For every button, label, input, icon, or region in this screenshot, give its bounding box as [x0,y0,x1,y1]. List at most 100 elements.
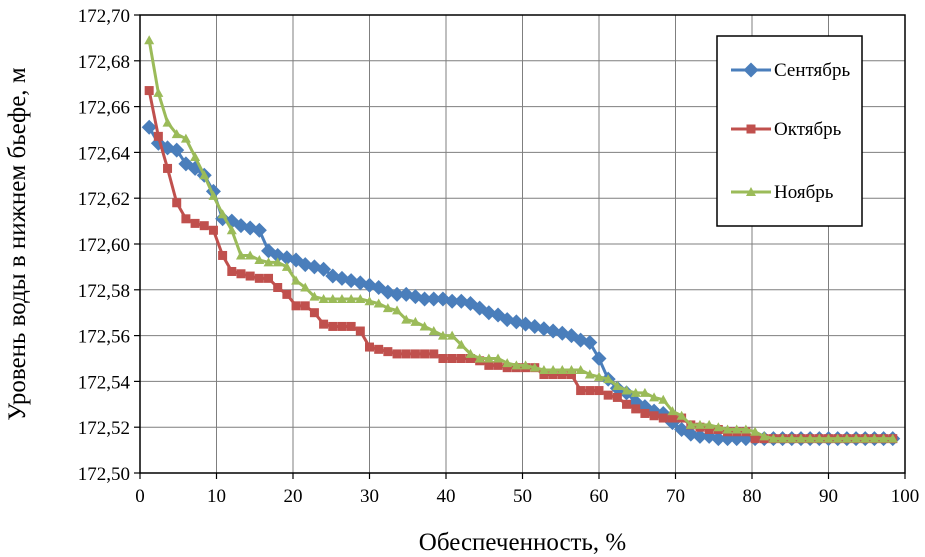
data-point [520,360,531,370]
data-point [566,370,576,380]
data-point [208,225,218,235]
data-point [437,330,448,340]
data-point [365,342,374,352]
data-point [710,431,726,447]
data-point [270,247,286,263]
data-point [502,363,512,373]
data-point [316,261,332,277]
data-point [493,360,503,370]
data-point [263,257,274,267]
data-point [667,406,678,416]
data-point [887,433,898,443]
data-point [172,198,182,208]
data-point [768,433,779,443]
data-point [410,316,421,326]
data-point [217,209,228,219]
data-point [410,349,420,359]
data-point [171,129,182,139]
x-tick-label: 100 [891,486,920,507]
legend-item-1: Сентябрь [731,60,850,81]
x-axis-title: Обеспеченность, % [419,529,626,556]
data-point [594,386,604,396]
data-point [594,371,604,381]
data-point [389,286,405,302]
legend-marker [746,124,756,134]
x-tick-label: 0 [135,486,145,507]
data-point [676,410,687,420]
x-tick-label: 50 [513,486,532,507]
x-tick-label: 30 [360,486,379,507]
x-tick-label: 90 [819,486,838,507]
data-point [750,426,761,436]
data-point [392,305,403,315]
data-point [336,293,347,303]
data-point [474,353,485,363]
y-axis-title: Уровень воды в нижнем бьефе, м [4,67,31,420]
data-point [649,392,660,402]
data-point [319,319,329,329]
legend: Сентябрь Октябрь Ноябрь [716,35,863,227]
y-tick-label: 172,62 [78,189,130,210]
data-point [658,413,668,423]
data-point [483,353,494,363]
data-point [493,353,504,363]
data-point [199,170,210,180]
data-point [355,326,365,336]
legend-item-2: Октябрь [731,119,842,140]
data-point [226,225,237,235]
axes: 0 10 20 30 40 50 60 70 80 90 100 172,50 172,52 172,54… [78,6,920,507]
data-point [282,289,292,299]
data-point [585,386,595,396]
data-point [144,35,155,45]
data-point [667,413,677,423]
data-point [318,293,329,303]
data-point [860,433,871,443]
data-point [162,117,173,127]
data-point [444,293,460,309]
data-point [141,119,157,135]
data-point [557,364,568,374]
data-point [428,326,439,336]
data-point [786,433,797,443]
data-point [465,348,476,358]
data-point [355,293,366,303]
y-tick-label: 172,54 [78,372,131,393]
data-point [419,321,430,331]
data-point [465,354,475,363]
data-point [420,349,430,359]
data-point [328,321,338,331]
series-line [147,39,893,441]
data-point [417,291,433,307]
x-tick-label: 10 [207,486,226,507]
legend-label: Октябрь [774,119,842,140]
series-layer [141,35,901,447]
legend-item-3: Ноябрь [731,182,834,203]
data-point [539,370,549,380]
data-point [236,269,246,279]
data-point [566,364,577,374]
y-tick-label: 172,68 [78,52,130,73]
data-point [639,387,650,397]
data-point [750,434,760,444]
data-point [300,282,311,292]
data-point [841,433,852,443]
data-point [582,334,598,350]
data-point [181,214,191,224]
series-3 [144,35,898,443]
data-point [713,422,724,432]
data-point [245,271,255,281]
data-point [153,131,163,141]
data-point [373,298,384,308]
data-point [740,424,751,434]
data-point [851,433,862,443]
y-tick-label: 172,60 [78,235,130,256]
x-tick-label: 70 [666,486,685,507]
data-point [346,321,356,331]
data-point [281,261,292,271]
y-tick-label: 172,56 [78,327,130,348]
data-point [300,301,310,311]
data-point [511,360,522,370]
data-point [612,392,622,402]
data-point [144,86,154,96]
data-point [814,433,825,443]
